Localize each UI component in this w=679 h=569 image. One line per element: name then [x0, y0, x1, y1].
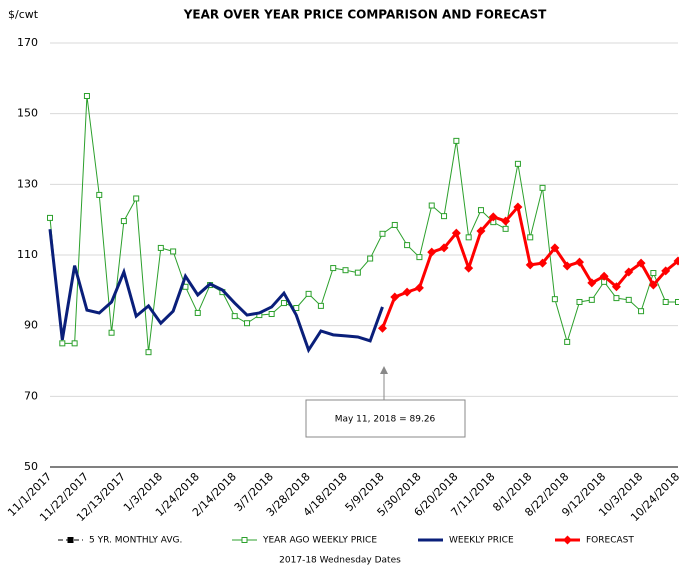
point — [145, 349, 152, 356]
legend-label: 5 YR. MONTHLY AVG. — [89, 536, 182, 546]
point — [59, 340, 66, 347]
point — [464, 263, 474, 273]
legend-item: 5 YR. MONTHLY AVG. — [58, 536, 182, 546]
point — [574, 257, 584, 267]
point — [525, 260, 535, 270]
point — [133, 195, 140, 202]
point — [501, 216, 511, 226]
point — [551, 296, 558, 303]
y-tick-label: 110 — [17, 248, 38, 261]
point — [539, 184, 546, 191]
point — [662, 298, 669, 305]
point — [599, 271, 609, 281]
point — [562, 261, 572, 271]
legend-item: FORECAST — [555, 535, 634, 546]
point — [71, 340, 78, 347]
point — [638, 308, 645, 315]
point — [404, 242, 411, 249]
annotation-arrowhead — [380, 366, 388, 374]
point — [428, 202, 435, 209]
point — [414, 283, 424, 293]
point — [624, 267, 634, 277]
point — [390, 292, 400, 302]
point — [280, 300, 287, 307]
point — [342, 267, 349, 274]
legend-marker — [563, 535, 572, 545]
point — [588, 296, 595, 303]
point — [391, 221, 398, 228]
point — [96, 191, 103, 198]
point — [613, 295, 620, 302]
point — [576, 298, 583, 305]
point — [502, 225, 509, 232]
point — [673, 256, 679, 266]
point — [625, 296, 632, 303]
legend-marker — [241, 537, 248, 543]
point — [453, 137, 460, 144]
point — [439, 243, 449, 253]
annotation-text: May 11, 2018 = 89.26 — [335, 415, 436, 425]
point — [194, 309, 201, 316]
point — [538, 258, 548, 268]
y-tick-label: 150 — [17, 107, 38, 120]
legend-item: WEEKLY PRICE — [418, 536, 514, 546]
point — [650, 270, 657, 277]
point — [416, 254, 423, 261]
legend-marker — [67, 537, 74, 543]
legend-label: FORECAST — [586, 536, 634, 546]
point — [231, 313, 238, 320]
point — [330, 265, 337, 272]
point — [476, 226, 486, 236]
point — [527, 234, 534, 241]
legend-label: YEAR AGO WEEKLY PRICE — [262, 536, 377, 546]
series-line — [48, 229, 384, 354]
x-axis-label: 2017-18 Wednesday Dates — [279, 556, 401, 566]
point — [108, 329, 115, 336]
y-tick-label: 50 — [24, 460, 38, 473]
point — [564, 338, 571, 345]
y-tick-label: 130 — [17, 177, 38, 190]
point — [402, 287, 412, 297]
point — [354, 269, 361, 276]
legend-label: WEEKLY PRICE — [449, 536, 514, 546]
point — [379, 230, 386, 237]
point — [513, 202, 523, 212]
annotation-box — [305, 399, 466, 438]
point — [587, 278, 597, 288]
point — [317, 302, 324, 309]
point — [441, 213, 448, 220]
point — [648, 280, 658, 290]
point — [120, 218, 127, 225]
point — [465, 234, 472, 241]
point — [477, 207, 484, 214]
series-line — [49, 95, 678, 353]
point — [83, 93, 90, 99]
point — [305, 290, 312, 297]
point — [488, 212, 498, 222]
point — [47, 214, 53, 221]
y-tick-label: 70 — [24, 389, 38, 402]
point — [636, 258, 646, 268]
point — [514, 160, 521, 167]
point — [451, 228, 461, 238]
point — [611, 282, 621, 292]
point — [550, 243, 560, 253]
point — [367, 255, 374, 262]
point — [157, 244, 164, 251]
point — [427, 247, 437, 257]
point — [661, 266, 671, 276]
point — [170, 248, 177, 255]
point — [675, 298, 679, 305]
chart-title: YEAR OVER YEAR PRICE COMPARISON AND FORE… — [183, 8, 547, 22]
point — [377, 323, 387, 333]
y-tick-label: 90 — [24, 319, 38, 332]
y-tick-label: 170 — [17, 36, 38, 49]
point — [244, 320, 251, 327]
y-axis-label: $/cwt — [8, 8, 39, 21]
legend-item: YEAR AGO WEEKLY PRICE — [232, 536, 377, 546]
point — [268, 311, 275, 318]
